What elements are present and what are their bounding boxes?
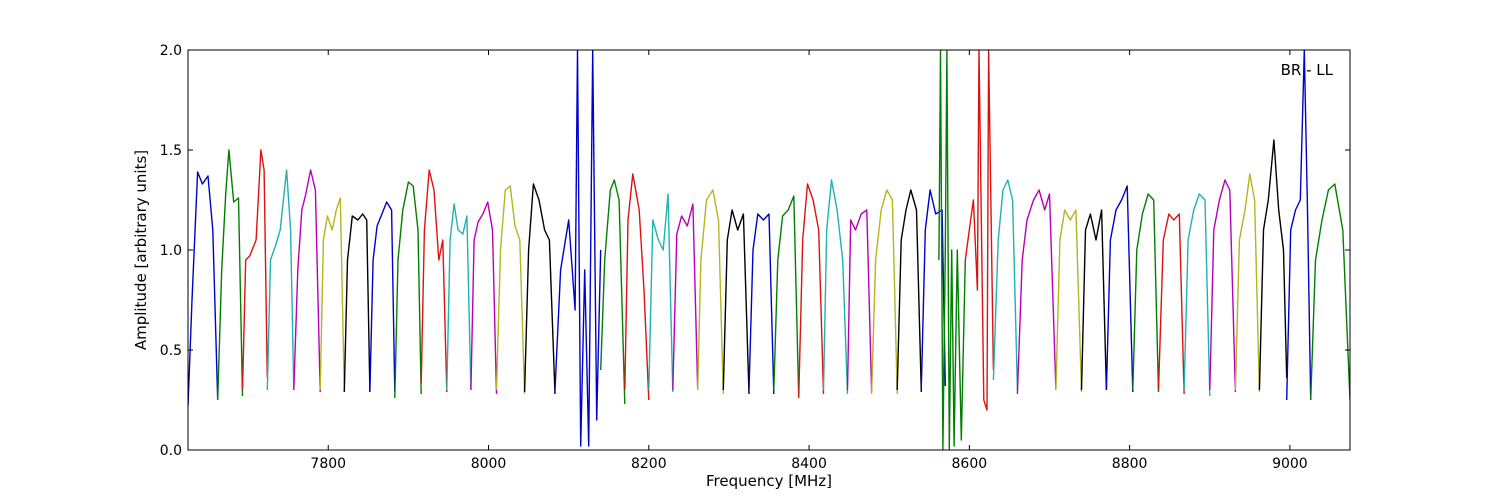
x-axis: 7800 8000 8200 8400 8600 8800 9000 [310,50,1308,472]
series-line-16 [600,179,626,405]
series-line-6 [319,197,345,393]
x-tick-label: 8200 [631,456,667,472]
series-line-30 [938,50,966,450]
series-line-32 [992,179,1019,391]
series-line-20 [697,189,724,395]
x-tick-label: 8800 [1112,456,1148,472]
x-tick-label: 9000 [1272,456,1308,472]
series-line-39 [1183,193,1211,397]
series-line-11 [446,203,472,391]
series-line-42 [1258,139,1288,391]
series-line-18 [648,193,674,393]
series-line-2 [217,149,244,401]
series-line-3 [241,149,268,391]
x-tick-label: 8000 [471,456,507,472]
x-axis-title: Frequency [MHz] [706,472,832,490]
y-tick-label: 1.5 [160,143,182,159]
series-line-10 [420,169,448,393]
series-line-14 [523,183,556,395]
series-line-17 [624,173,650,401]
plot-area [188,50,1350,450]
series-line-7 [343,213,371,393]
series-line-36 [1105,185,1134,393]
series-line-23 [773,195,800,397]
series-line-33 [1016,189,1057,395]
y-tick-label: 0.5 [160,343,182,359]
series-line-1 [188,171,219,407]
series-line-35 [1080,209,1108,391]
series-line-4 [266,169,295,391]
y-axis: 0.0 0.5 1.0 1.5 2.0 [160,43,1350,459]
series-line-15 [554,50,602,447]
series-line-34 [1055,209,1083,393]
series-line-29 [920,189,946,389]
chart-annotation: BR - LL [1281,61,1334,79]
series-line-37 [1132,193,1160,393]
y-axis-title: Amplitude [arbitrary units] [132,150,150,350]
series-line-43 [1286,50,1312,401]
x-tick-label: 8600 [952,456,988,472]
series-line-19 [672,203,699,391]
series-line-21 [722,209,750,395]
series-line-27 [870,189,898,395]
series-line-9 [394,181,422,399]
series-line-28 [896,189,922,393]
series-line-41 [1234,173,1261,393]
series-line-25 [822,179,849,395]
series-line-31 [964,50,995,411]
x-tick-label: 8400 [791,456,827,472]
series-line-22 [748,213,775,395]
series-line-38 [1157,213,1185,395]
series-line-24 [798,183,825,399]
series-line-13 [495,185,526,395]
series-line-12 [470,201,498,395]
y-tick-label: 2.0 [160,43,182,59]
series-layer [188,50,1350,450]
series-line-26 [846,209,873,393]
y-tick-label: 0.0 [160,443,182,459]
series-line-5 [293,169,321,393]
series-line-40 [1209,179,1237,393]
y-tick-label: 1.0 [160,243,182,259]
x-tick-label: 7800 [310,456,346,472]
series-line-8 [369,201,396,393]
series-line-44 [1310,183,1350,401]
